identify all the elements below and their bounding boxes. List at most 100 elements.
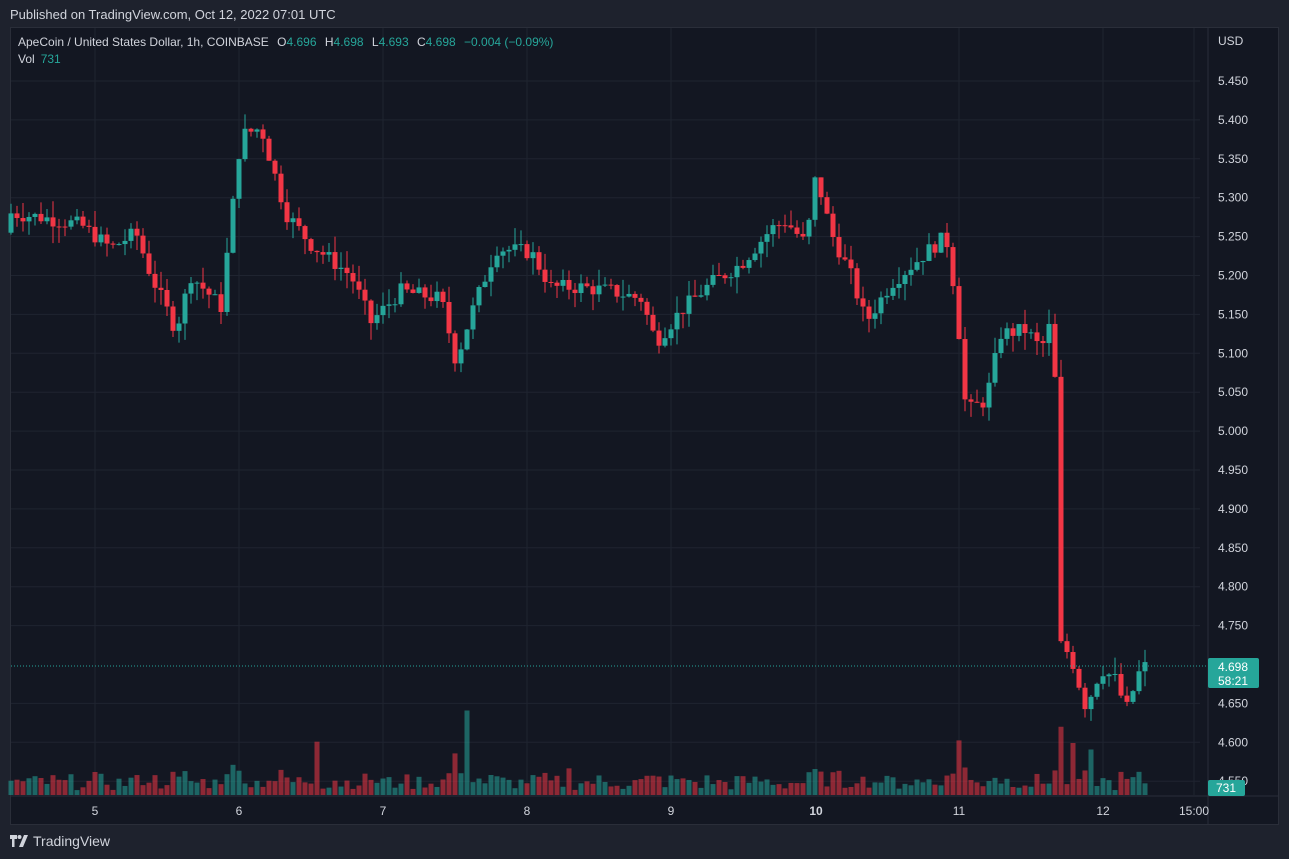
volume-bar [920, 782, 926, 795]
candle-body [668, 329, 674, 339]
open-value: 4.696 [286, 35, 317, 49]
volume-bar [278, 769, 284, 795]
volume-legend: Vol 731 [18, 52, 61, 66]
candle-body [950, 247, 956, 287]
candle-body [260, 129, 266, 139]
candle-body [524, 244, 530, 259]
candle-body [1034, 332, 1040, 342]
candle-body [296, 218, 302, 227]
y-tick-label: 4.950 [1218, 463, 1248, 477]
candle-body [1142, 662, 1148, 672]
volume-bar [320, 788, 326, 795]
candle-body [884, 295, 890, 298]
volume-bar [806, 772, 812, 795]
candle-body [926, 244, 932, 261]
x-tick-label: 6 [236, 804, 243, 818]
candle-body [248, 128, 254, 132]
candle-body [704, 284, 710, 296]
candle-body [1016, 324, 1022, 336]
volume-bar [764, 779, 770, 795]
candle-body [314, 250, 320, 253]
candle-body [842, 257, 848, 260]
footer-brand: TradingView [33, 833, 111, 849]
candle-body [458, 349, 464, 364]
candle-body [380, 305, 386, 316]
candle-body [14, 213, 20, 219]
volume-bar [248, 787, 254, 795]
candle-body [62, 226, 68, 228]
candle-body [722, 275, 728, 279]
volume-bar [350, 788, 356, 795]
volume-bar [800, 783, 806, 795]
y-tick-label: 5.250 [1218, 230, 1248, 244]
volume-bar [554, 775, 560, 795]
volume-bar [824, 786, 830, 795]
volume-bar [932, 784, 938, 795]
volume-bar [704, 775, 710, 795]
volume-bar [200, 779, 206, 795]
volume-bar [236, 770, 242, 795]
chart-panel[interactable] [10, 27, 1279, 825]
volume-bar [392, 787, 398, 795]
volume-bar [332, 780, 338, 795]
volume-bar [1046, 783, 1052, 795]
candle-body [56, 226, 62, 228]
volume-bar [92, 771, 98, 795]
volume-bar [902, 783, 908, 795]
candle-body [818, 177, 824, 198]
volume-bar [314, 741, 320, 795]
volume-bar [230, 764, 236, 795]
x-tick-label: 5 [92, 804, 99, 818]
volume-bar [692, 781, 698, 795]
candle-body [1076, 668, 1082, 688]
candle-body [8, 213, 14, 233]
y-tick-label: 5.100 [1218, 346, 1248, 360]
high-label: H [324, 35, 334, 49]
volume-bar [1136, 771, 1142, 795]
volume-bar [338, 786, 344, 795]
candle-body [338, 267, 344, 269]
volume-bar [566, 768, 572, 795]
volume-bar [98, 773, 104, 795]
x-tick-label: 8 [524, 804, 531, 818]
volume-bar [830, 772, 836, 795]
candle-body [974, 401, 980, 403]
candle-body [878, 297, 884, 314]
candle-body [290, 218, 296, 223]
volume-bar [422, 787, 428, 795]
volume-bar [590, 783, 596, 795]
candle-body [464, 329, 470, 350]
volume-bar [1076, 778, 1082, 795]
volume-bar [638, 779, 644, 795]
candle-body [68, 220, 74, 227]
candle-body [122, 240, 128, 245]
volume-bar [62, 780, 68, 795]
volume-bar [1040, 783, 1046, 795]
symbol-title[interactable]: ApeCoin / United States Dollar, 1h, COIN… [18, 35, 269, 49]
candle-body [386, 304, 392, 306]
candle-body [932, 244, 938, 253]
volume-bar [548, 780, 554, 795]
y-tick-label: 4.850 [1218, 541, 1248, 555]
candle-body [212, 294, 218, 296]
low-label: L [371, 35, 379, 49]
candle-body [902, 274, 908, 284]
y-tick-label: 5.450 [1218, 74, 1248, 88]
volume-bar [20, 781, 26, 795]
volume-bar [1106, 780, 1112, 795]
candle-body [170, 306, 176, 331]
volume-bar [950, 773, 956, 795]
candle-body [374, 315, 380, 324]
candle-body [278, 173, 284, 203]
candle-body [626, 293, 632, 297]
candle-body [656, 330, 662, 346]
candle-body [302, 226, 308, 240]
candle-body [608, 284, 614, 286]
volume-bar [584, 781, 590, 795]
tradingview-footer[interactable]: TradingView [10, 833, 110, 849]
candle-body [254, 129, 260, 132]
candle-body [1046, 323, 1052, 344]
candle-body [548, 281, 554, 283]
volume-bar [890, 777, 896, 795]
